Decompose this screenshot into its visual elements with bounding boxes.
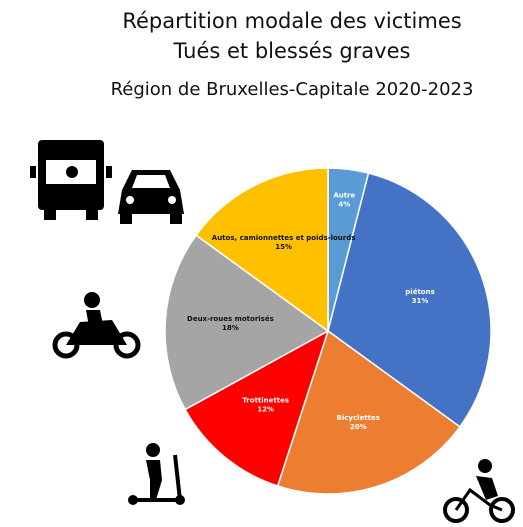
- slice-label: Autos, camionnettes et poids-lourds: [212, 234, 356, 242]
- pie-slice: [276, 329, 461, 495]
- chart-subtitle: Tués et blessés graves: [173, 39, 411, 63]
- slice-value-label: 4%: [338, 201, 350, 209]
- chart-caption: Région de Bruxelles-Capitale 2020-2023: [111, 79, 474, 100]
- icon-motorcycle: [52, 292, 141, 359]
- slice-value-label: 15%: [275, 243, 292, 251]
- icon-car: [118, 170, 184, 224]
- slice-label: Trottinettes: [242, 396, 289, 404]
- slice-value-label: 18%: [222, 324, 239, 332]
- icon-truck: [30, 140, 112, 220]
- slice-value-label: 20%: [350, 423, 367, 431]
- pie-slice: [164, 234, 330, 411]
- slice-value-label: 31%: [412, 297, 429, 305]
- pie-slice: [327, 172, 492, 428]
- chart-title: Répartition modale des victimes: [122, 9, 461, 33]
- slice-label: Bicyclettes: [337, 414, 380, 422]
- pie-slice: [184, 329, 330, 487]
- slice-label: piétons: [405, 288, 434, 296]
- slice-label: Autre: [333, 192, 355, 200]
- icon-cyclist: [443, 459, 515, 523]
- pie-slice: [195, 167, 329, 333]
- slice-value-label: 12%: [257, 405, 274, 413]
- icon-scooter: [128, 443, 185, 505]
- slice-label: Deux-roues motorisés: [187, 315, 274, 323]
